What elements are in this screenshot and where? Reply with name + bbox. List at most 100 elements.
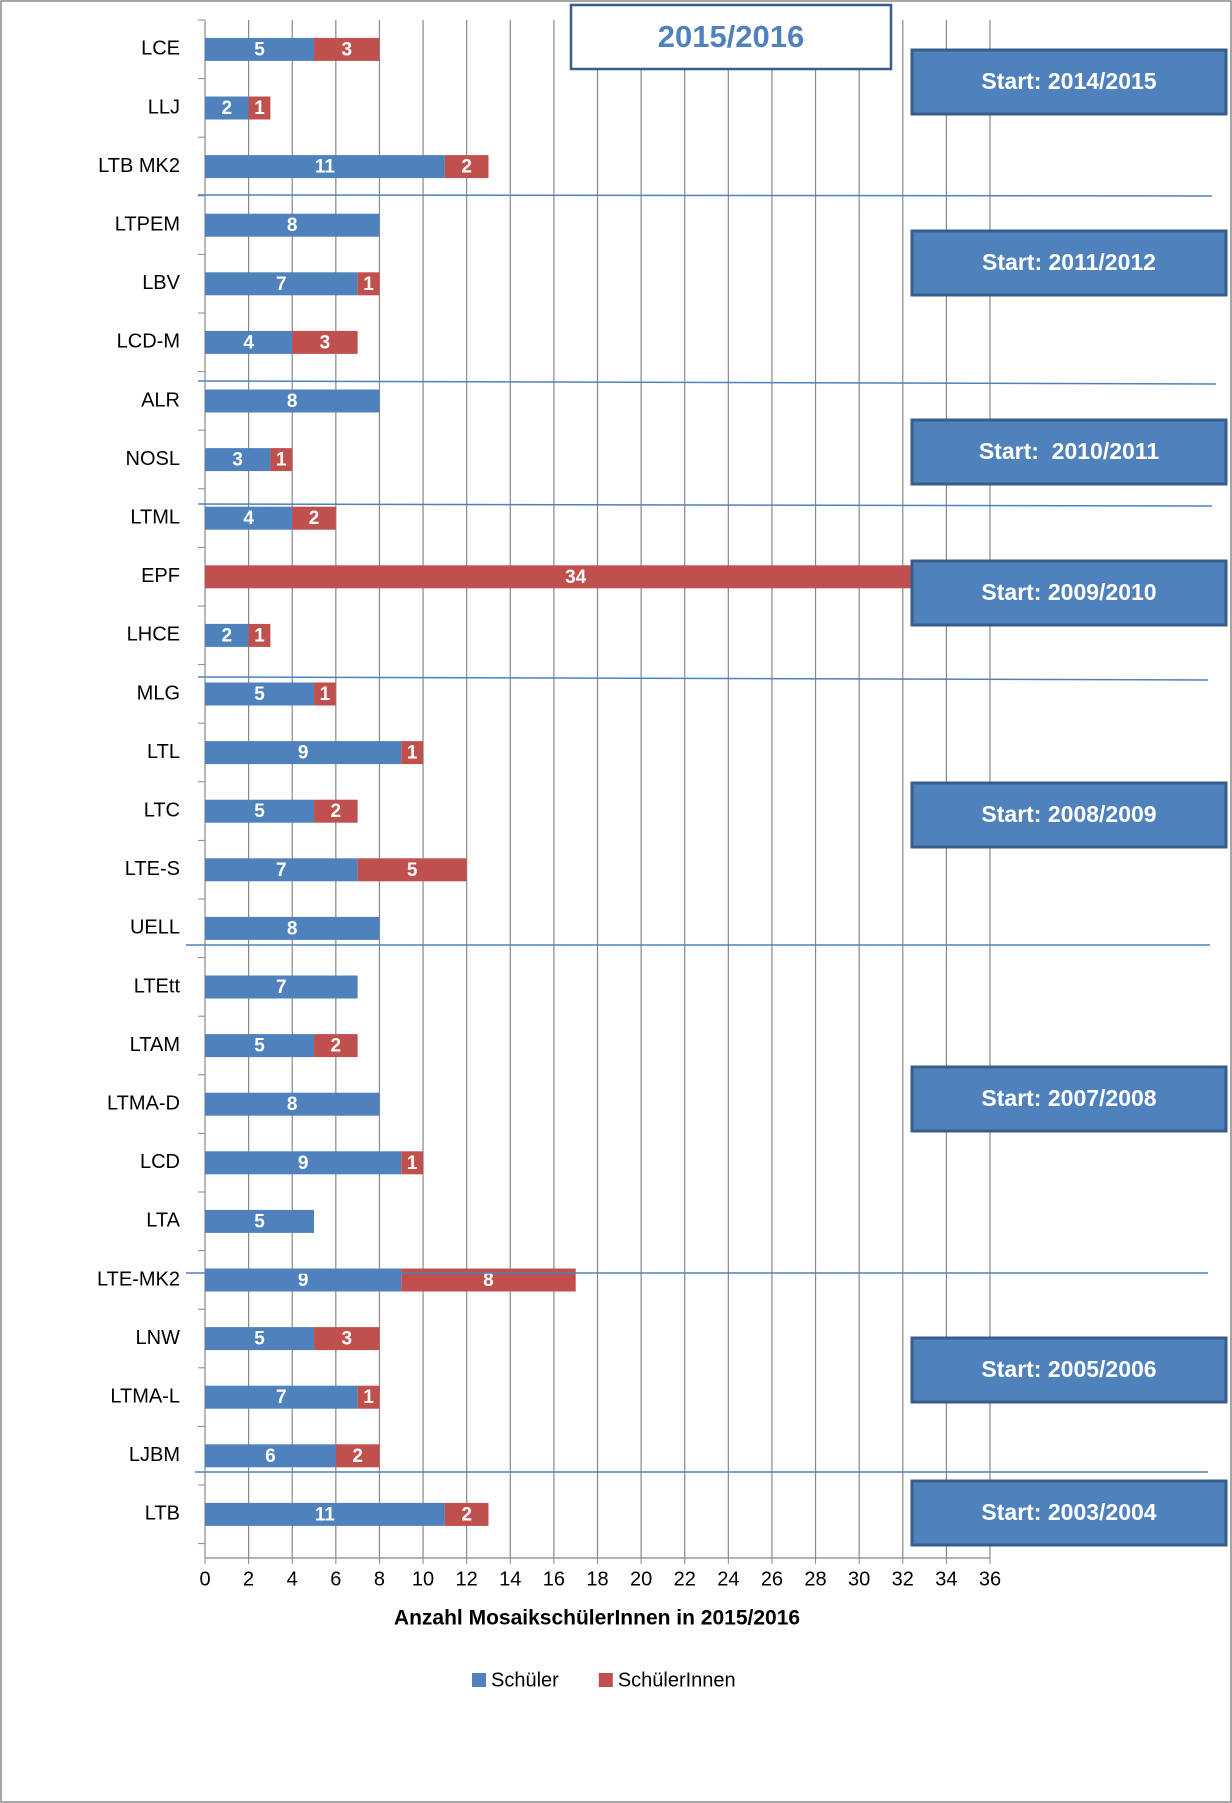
- y-tick-label: NOSL: [126, 448, 180, 470]
- value-label: 3: [341, 39, 352, 60]
- x-tick-label: 36: [979, 1568, 1001, 1590]
- value-label: 1: [254, 98, 265, 119]
- value-label: 3: [320, 332, 331, 353]
- value-label: 6: [265, 1446, 276, 1467]
- annotation-box: [910, 418, 1228, 486]
- annotation: Start: 2011/2012: [982, 249, 1156, 275]
- x-tick-label: 4: [287, 1568, 298, 1590]
- bar-segment: [205, 448, 271, 472]
- chart-title: 2015/2016: [658, 19, 805, 54]
- bar-segment: [205, 1385, 358, 1409]
- value-label: 5: [254, 1211, 265, 1232]
- value-label: 5: [254, 1036, 265, 1057]
- annotation-box: [910, 1336, 1228, 1404]
- value-label: 1: [407, 743, 418, 764]
- bar-segment: [205, 213, 380, 237]
- y-tick-label: LTB: [145, 1503, 180, 1525]
- x-axis-title: Anzahl MosaikschülerInnen in 2015/2016: [394, 1607, 800, 1630]
- bar-segment: [357, 858, 467, 882]
- bar-segment: [248, 96, 271, 120]
- bar-segment: [444, 1502, 489, 1526]
- annotation-box: [910, 229, 1228, 297]
- x-tick-label: 0: [199, 1568, 210, 1590]
- bar-segment: [205, 1209, 315, 1233]
- bar-segment: [205, 1034, 315, 1058]
- y-tick-label: LBV: [142, 272, 180, 294]
- y-tick-label: LLJ: [148, 96, 180, 118]
- y-tick-label: LTMA-L: [110, 1385, 180, 1407]
- x-tick-label: 12: [456, 1568, 478, 1590]
- bar-segment: [292, 330, 358, 354]
- legend-swatch: [598, 1673, 613, 1687]
- value-label: 3: [232, 450, 243, 471]
- bar-segment: [205, 96, 249, 120]
- value-label: 4: [243, 332, 254, 353]
- y-tick-label: LTEtt: [134, 975, 181, 997]
- value-label: 2: [222, 98, 233, 119]
- annotation-box: [910, 559, 1228, 627]
- value-label: 11: [315, 1504, 336, 1525]
- y-tick-label: LCD-M: [117, 331, 180, 353]
- legend-swatch: [472, 1673, 486, 1687]
- value-label: 7: [276, 860, 287, 881]
- annotation-box: [910, 1065, 1228, 1133]
- bar-segment: [205, 1268, 402, 1292]
- value-label: 5: [407, 860, 418, 881]
- annotation-box: [910, 1479, 1228, 1547]
- value-label: 4: [243, 508, 254, 529]
- x-tick-label: 30: [848, 1568, 870, 1590]
- title-box: [569, 3, 893, 71]
- bar-segment: [444, 155, 489, 179]
- bar-segment: [205, 272, 358, 296]
- x-tick-label: 8: [374, 1568, 385, 1590]
- y-tick-label: ALR: [141, 389, 180, 411]
- bar-segment: [314, 1034, 358, 1058]
- value-label: 7: [276, 977, 287, 998]
- y-tick-label: LTA: [146, 1210, 180, 1232]
- value-label: 2: [461, 1504, 472, 1525]
- group-separator: [197, 503, 1213, 507]
- bar-segment: [314, 682, 336, 706]
- x-tick-label: 32: [892, 1568, 914, 1590]
- y-tick-label: LJBM: [129, 1444, 180, 1466]
- value-label: 2: [222, 625, 233, 646]
- value-label: 3: [341, 1329, 352, 1350]
- x-tick-label: 6: [330, 1568, 341, 1590]
- x-tick-label: 16: [543, 1568, 565, 1590]
- y-tick-label: LTML: [130, 506, 180, 528]
- annotation: Start: 2010/2011: [979, 438, 1160, 464]
- value-label: 1: [407, 1153, 418, 1174]
- x-tick-label: 14: [499, 1568, 521, 1590]
- value-label: 1: [363, 1387, 374, 1408]
- x-tick-label: 2: [243, 1568, 254, 1590]
- value-label: 5: [254, 801, 265, 822]
- bar-segment: [205, 858, 358, 882]
- x-tick-label: 18: [586, 1568, 608, 1590]
- bar-segment: [205, 975, 358, 999]
- group-separator: [197, 676, 1209, 681]
- bar-segment: [401, 1151, 424, 1175]
- bar-segment: [205, 565, 947, 589]
- y-tick-label: LTE-S: [125, 858, 180, 880]
- value-label: 1: [320, 684, 331, 705]
- bar-segment: [205, 1151, 402, 1175]
- bar-segment: [401, 741, 424, 765]
- value-label: 8: [287, 918, 298, 939]
- x-tick-label: 24: [717, 1568, 739, 1590]
- y-tick-label: LTL: [147, 741, 180, 763]
- y-tick-label: LTAM: [130, 1034, 180, 1056]
- y-tick-label: LNW: [136, 1327, 181, 1349]
- bar-segment: [335, 1444, 380, 1468]
- y-tick-label: LTC: [144, 799, 180, 821]
- value-label: 2: [331, 1036, 342, 1057]
- bar-segment: [205, 155, 445, 179]
- bar-segment: [205, 799, 315, 823]
- value-label: 1: [363, 274, 374, 295]
- value-label: 9: [298, 743, 309, 764]
- bar-segment: [292, 506, 336, 530]
- y-tick-label: LTB MK2: [98, 155, 180, 177]
- annotation: Start: 2014/2015: [981, 68, 1156, 94]
- y-tick-label: MLG: [137, 682, 180, 704]
- value-label: 2: [352, 1446, 363, 1467]
